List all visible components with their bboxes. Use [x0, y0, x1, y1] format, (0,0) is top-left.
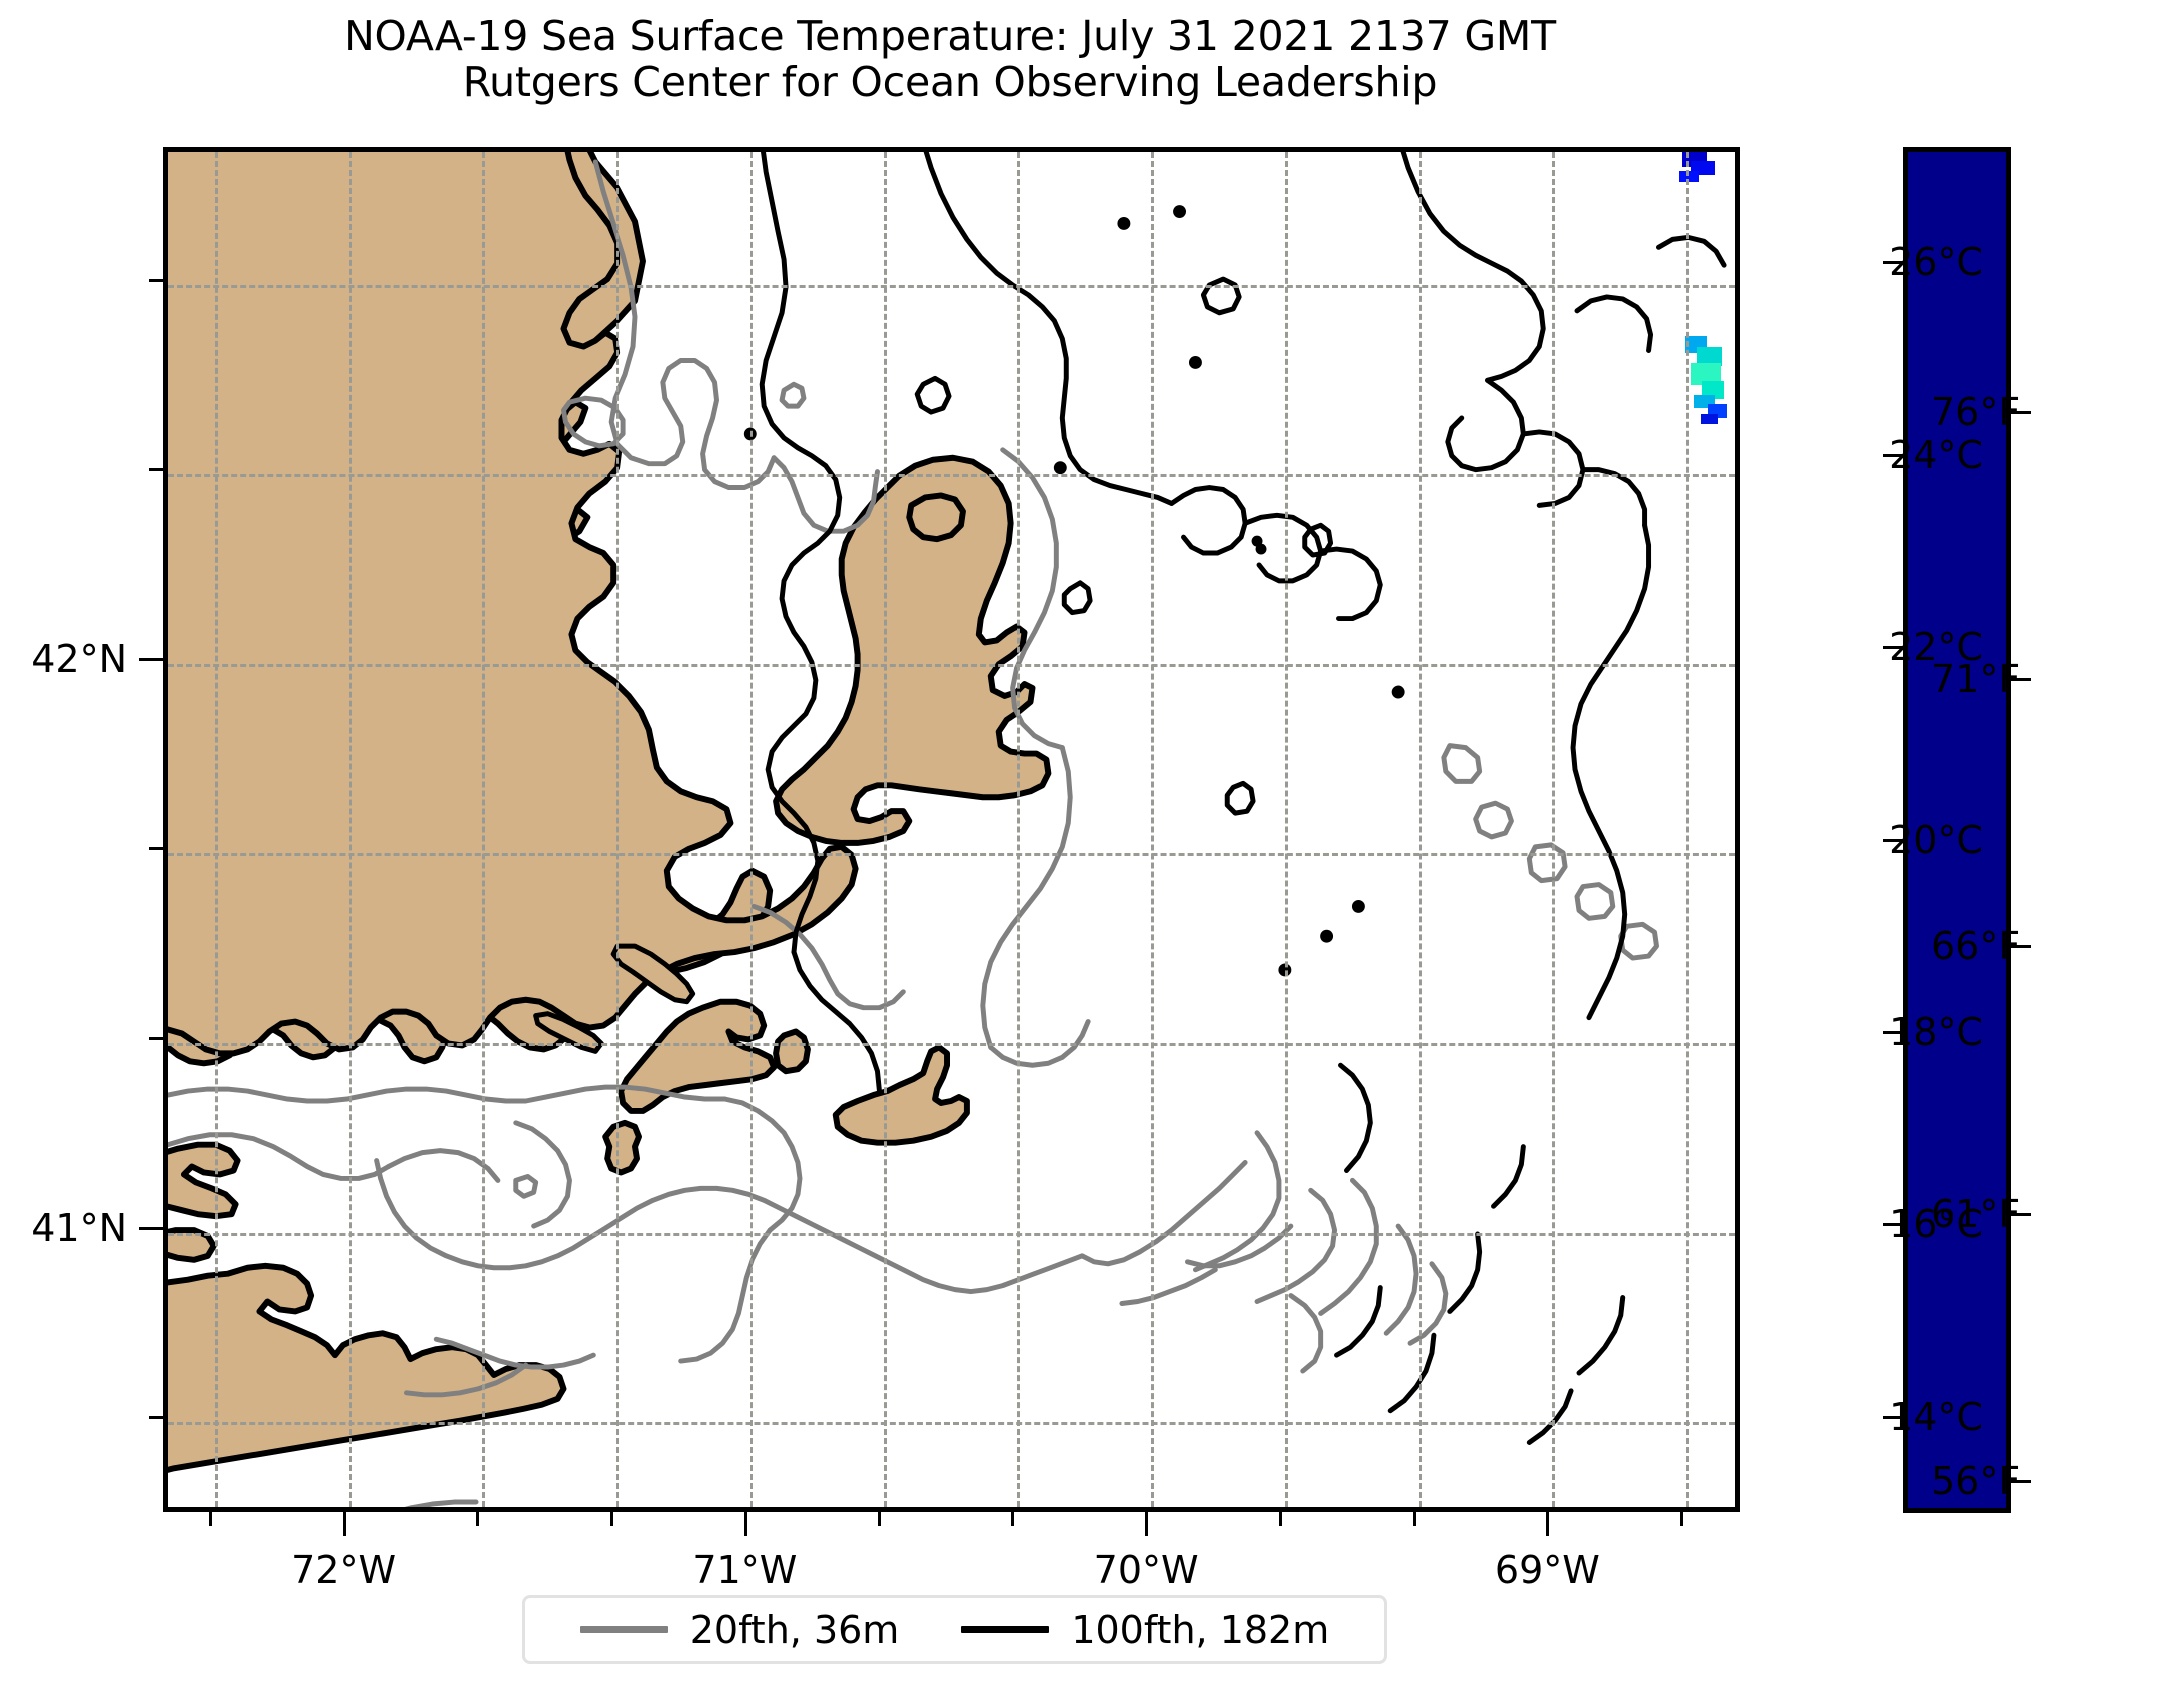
colorbar-label-celsius: 24°C [1889, 432, 1983, 477]
colorbar-label-fahrenheit: 66°F [1931, 924, 2021, 969]
title-line-1: NOAA-19 Sea Surface Temperature: July 31… [344, 12, 1556, 60]
y-tick-major [139, 1226, 163, 1230]
land-long-island [168, 1141, 567, 1473]
bathymetry-legend[interactable]: 20fth, 36m 100fth, 182m [522, 1595, 1387, 1664]
cool-patch-east-g [1700, 413, 1718, 425]
title-line-2: Rutgers Center for Ocean Observing Leade… [462, 57, 1438, 106]
x-tick-major [342, 1512, 346, 1536]
colorbar-tick-fahrenheit [2011, 1479, 2031, 1483]
colorbar-label-celsius: 14°C [1889, 1394, 1983, 1439]
land-elizabeth-islands [610, 943, 696, 1005]
x-tick-minor [1412, 1512, 1416, 1526]
colorbar-tick-fahrenheit [2011, 411, 2031, 415]
colorbar-label-fahrenheit: 76°F [1931, 390, 2021, 435]
contours-100-fathom [743, 152, 1727, 1445]
y-tick-label: 42°N [31, 636, 127, 681]
colorbar-tick-celsius [1883, 261, 1903, 265]
colorbar-label-fahrenheit: 56°F [1931, 1458, 2021, 1503]
colorbar-label-fahrenheit: 61°F [1931, 1191, 2021, 1236]
x-tick-label: 72°W [291, 1548, 397, 1592]
cold-patch-northeast-3 [1678, 170, 1699, 182]
x-tick-minor [1680, 1512, 1684, 1526]
x-tick-major [743, 1512, 747, 1536]
colorbar-tick-fahrenheit [2011, 1212, 2031, 1216]
x-tick-minor [476, 1512, 480, 1526]
x-tick-label: 69°W [1494, 1548, 1600, 1592]
colorbar-label-celsius: 26°C [1889, 240, 1983, 285]
x-tick-minor [1011, 1512, 1015, 1526]
land-elizabeth-islands-west [533, 1011, 604, 1054]
legend-label-20fth: 20fth, 36m [689, 1607, 900, 1652]
legend-label-100fth: 100fth, 182m [1071, 1607, 1330, 1652]
legend-item-20fth[interactable]: 20fth, 36m [579, 1607, 900, 1652]
cool-patch-east-c [1691, 363, 1721, 386]
x-tick-minor [208, 1512, 212, 1526]
colorbar-label-celsius: 22°C [1889, 625, 1983, 670]
land-polygons [168, 152, 1052, 1473]
y-tick-major [139, 657, 163, 661]
colorbar-label-celsius: 20°C [1889, 817, 1983, 862]
colorbar-gradient [1903, 147, 2011, 1513]
colorbar-tick-celsius [1883, 453, 1903, 457]
x-tick-minor [610, 1512, 614, 1526]
colorbar-tick-celsius [1883, 1415, 1903, 1419]
x-tick-major [1546, 1512, 1550, 1536]
land-block-island [602, 1119, 642, 1176]
legend-line-20fth [579, 1626, 668, 1633]
land-islet-chappaquiddick [773, 1028, 811, 1075]
x-tick-minor [1278, 1512, 1282, 1526]
land-nantucket [832, 1044, 970, 1146]
y-tick-minor [149, 1416, 163, 1420]
cool-patch-east-b [1697, 347, 1723, 367]
legend-line-100fth [961, 1626, 1050, 1633]
colorbar-tick-celsius [1883, 1223, 1903, 1227]
cool-patch-east-d [1702, 380, 1725, 399]
colorbar[interactable]: 26°C 24°C 22°C 20°C 18°C 16°C 14°C 76°F 71°F 66°F… [1883, 147, 2031, 1513]
x-tick-label: 70°W [1093, 1548, 1199, 1592]
land-mass-massachusetts-connecticut [168, 152, 859, 1057]
colorbar-tick-fahrenheit [2011, 945, 2031, 949]
sst-map-axes[interactable] [163, 147, 1740, 1512]
colorbar-label-celsius: 16°C [1889, 1202, 1983, 1247]
y-tick-minor [149, 468, 163, 472]
colorbar-tick-celsius [1883, 838, 1903, 842]
colorbar-label-fahrenheit: 71°F [1931, 657, 2021, 702]
page-title: NOAA-19 Sea Surface Temperature: July 31… [0, 12, 1900, 106]
land-cape-cod [773, 454, 1052, 846]
x-tick-label: 71°W [692, 1548, 798, 1592]
land-marthas-vineyard [618, 998, 778, 1114]
colorbar-tick-celsius [1883, 646, 1903, 650]
colorbar-tick-fahrenheit [2011, 678, 2031, 682]
y-tick-label: 41°N [31, 1205, 127, 1250]
y-tick-minor [149, 278, 163, 282]
legend-item-100fth[interactable]: 100fth, 182m [961, 1608, 1329, 1652]
x-tick-minor [877, 1512, 881, 1526]
y-tick-minor [149, 847, 163, 851]
colorbar-tick-celsius [1883, 1031, 1903, 1034]
colorbar-label-celsius: 18°C [1889, 1010, 1983, 1054]
x-tick-major [1145, 1512, 1149, 1536]
y-tick-minor [149, 1037, 163, 1041]
map-geography [168, 152, 1727, 1507]
